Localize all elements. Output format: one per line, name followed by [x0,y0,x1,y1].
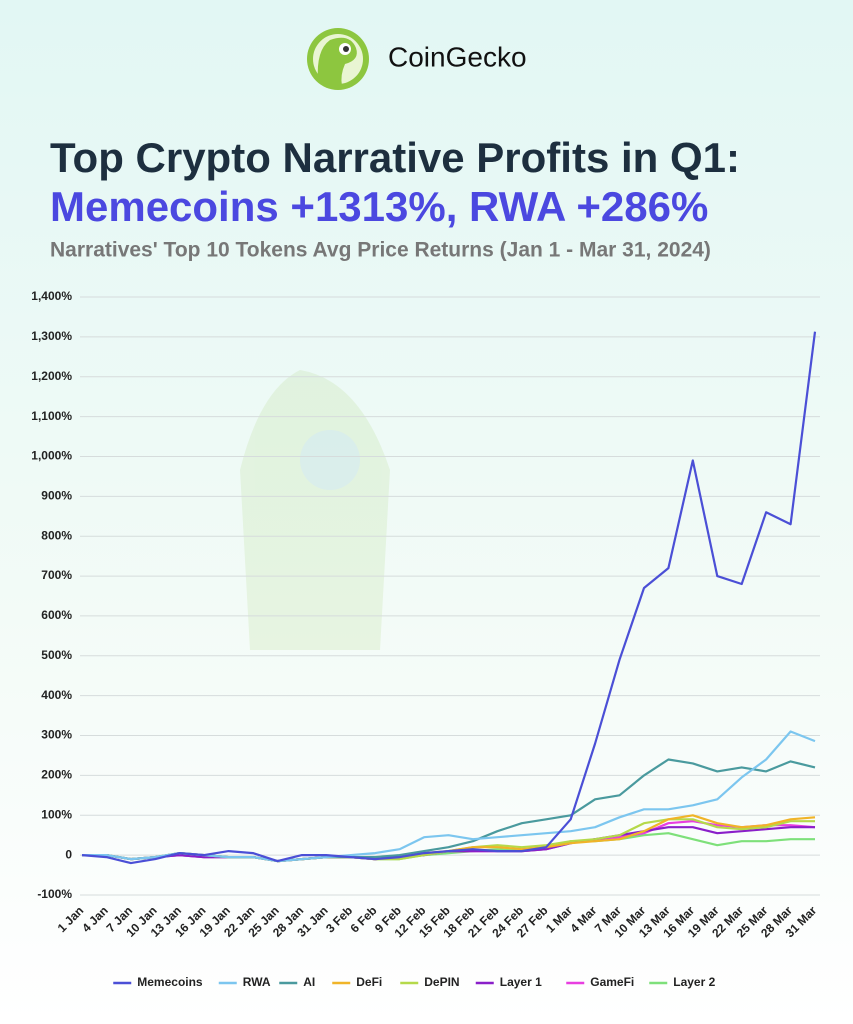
y-tick-label: 900% [41,489,72,503]
x-tick-label: 6 Feb [348,903,380,935]
y-tick-label: 800% [41,528,72,542]
x-tick-label: 4 Jan [79,903,111,935]
title: Top Crypto Narrative Profits in Q1: [50,134,740,181]
legend-label: GameFi [590,975,634,989]
y-tick-label: 1,000% [31,449,72,463]
y-tick-label: 200% [41,768,72,782]
subtitle: Narratives' Top 10 Tokens Avg Price Retu… [50,239,711,262]
y-tick-label: 100% [41,807,72,821]
y-tick-label: 600% [41,608,72,622]
x-tick-label: 1 Jan [55,903,87,935]
watermark [240,370,390,650]
line [82,826,815,863]
legend-label: DeFi [356,975,382,989]
headline: Memecoins +1313%, RWA +286% [50,183,708,230]
y-tick-label: 1,100% [31,409,72,423]
y-tick-label: 700% [41,568,72,582]
y-tick-label: 400% [41,688,72,702]
legend-label: Layer 2 [673,975,715,989]
brand: CoinGecko [388,41,527,72]
y-tick-label: 0 [65,847,72,861]
y-tick-label: 500% [41,648,72,662]
x-tick-label: 1 Mar [543,903,575,935]
line [82,758,816,863]
y-tick-label: 1,400% [31,289,72,303]
legend-label: AI [303,975,315,989]
y-tick-label: -100% [37,887,72,901]
line [81,331,817,865]
legend-label: DePIN [424,975,459,989]
y-tick-label: 1,200% [31,369,72,383]
y-tick-label: 300% [41,728,72,742]
legend-label: Layer 1 [500,975,542,989]
legend-label: Memecoins [137,975,203,989]
y-tick-label: 1,300% [31,329,72,343]
x-tick-label: 4 Mar [567,903,599,935]
legend-label: RWA [243,975,271,989]
logo [307,28,369,90]
x-tick-label: 3 Feb [323,903,355,935]
